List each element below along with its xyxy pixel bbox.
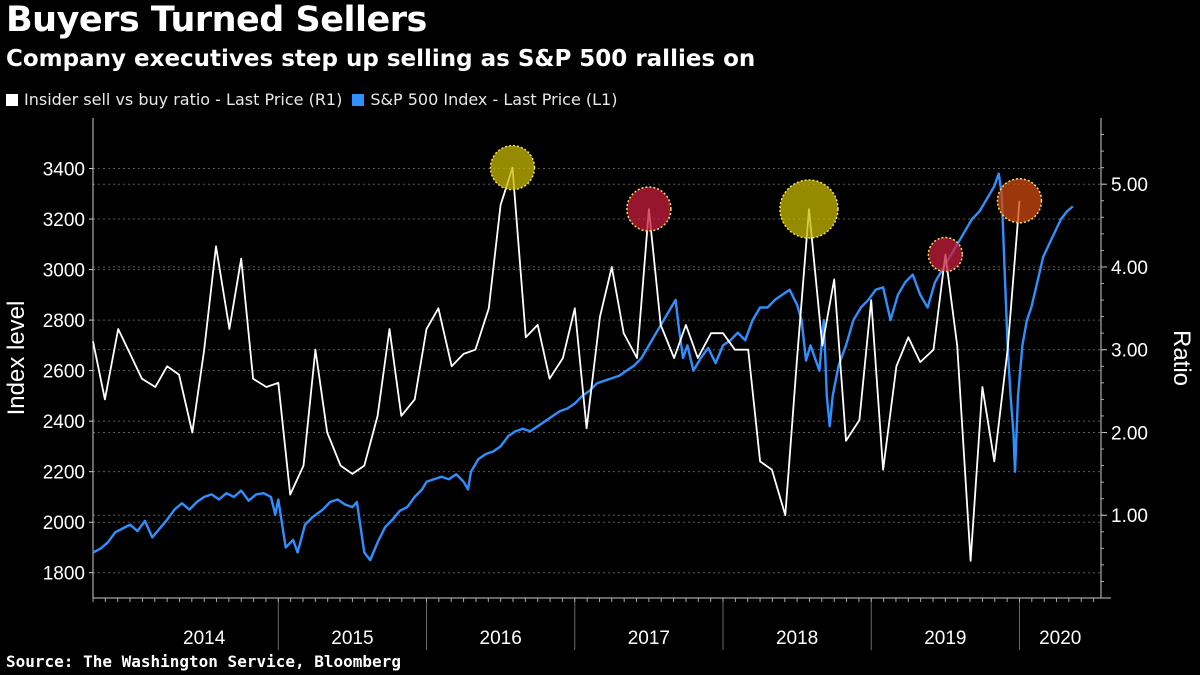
chart-subtitle: Company executives step up selling as S&… <box>6 46 756 72</box>
highlight-circle-5 <box>996 178 1043 224</box>
xtick-2018: 2018 <box>776 628 818 649</box>
xtick-2014: 2014 <box>183 628 226 649</box>
legend-item-ratio: Insider sell vs buy ratio - Last Price (… <box>6 90 342 109</box>
chart-title: Buyers Turned Sellers <box>6 0 427 40</box>
xtick-2019: 2019 <box>924 628 966 649</box>
legend-swatch-sp500 <box>352 93 365 106</box>
series-line-sp500 <box>92 172 1074 562</box>
xtick-2016: 2016 <box>480 628 522 649</box>
ytick-left-3400: 3400 <box>43 160 85 181</box>
source-note: Source: The Washington Service, Bloomber… <box>6 652 401 671</box>
ytick-right-3.00: 3.00 <box>1111 341 1148 362</box>
xtick-2020: 2020 <box>1039 628 1081 649</box>
ytick-right-4.00: 4.00 <box>1111 258 1148 279</box>
ytick-right-5.00: 5.00 <box>1111 175 1148 196</box>
ytick-left-3000: 3000 <box>43 261 85 282</box>
highlight-circle-1 <box>489 144 536 191</box>
ytick-right-2.00: 2.00 <box>1111 423 1148 444</box>
xtick-2015: 2015 <box>331 628 373 649</box>
legend-swatch-ratio <box>6 93 18 106</box>
legend-label-sp500: S&P 500 Index - Last Price (L1) <box>370 90 618 109</box>
ytick-left-2600: 2600 <box>43 362 85 383</box>
highlight-circle-3 <box>779 179 839 239</box>
ytick-left-2400: 2400 <box>43 412 85 433</box>
ytick-right-1.00: 1.00 <box>1111 506 1148 527</box>
highlight-circle-2 <box>626 186 672 232</box>
ytick-left-3200: 3200 <box>43 210 85 231</box>
legend-item-sp500: S&P 500 Index - Last Price (L1) <box>352 90 617 109</box>
highlight-circle-4 <box>927 236 964 273</box>
ytick-left-2800: 2800 <box>43 311 85 332</box>
series-line-ratio <box>92 166 1021 562</box>
y-axis-title-left: Index level <box>3 301 30 416</box>
ytick-left-2000: 2000 <box>43 513 85 534</box>
legend: Insider sell vs buy ratio - Last Price (… <box>6 90 627 109</box>
y-axis-title-right: Ratio <box>1168 330 1195 386</box>
ytick-left-1800: 1800 <box>43 564 85 585</box>
legend-label-ratio: Insider sell vs buy ratio - Last Price (… <box>24 90 343 109</box>
ytick-left-2200: 2200 <box>43 463 85 484</box>
xtick-2017: 2017 <box>628 628 670 649</box>
